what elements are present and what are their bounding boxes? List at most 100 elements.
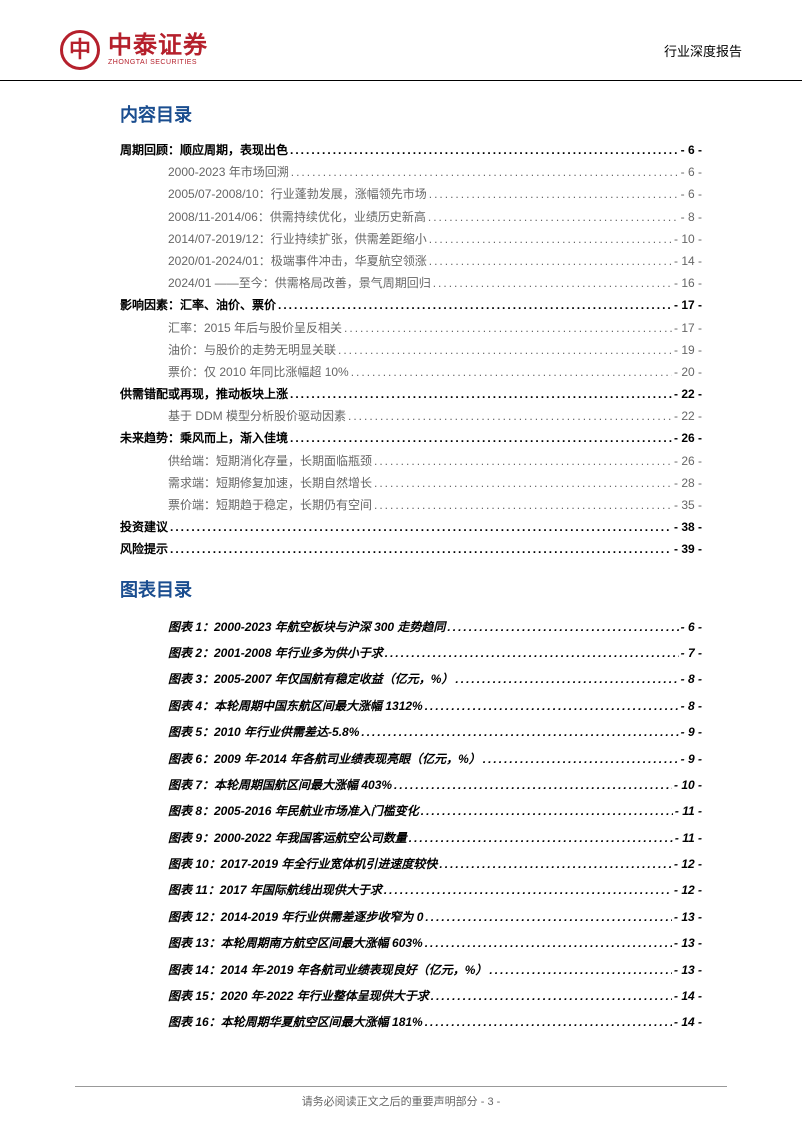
figures-title: 图表目录 xyxy=(120,576,702,602)
figure-entry: 图表 16：本轮周期华夏航空区间最大涨幅 181%- 14 - xyxy=(120,1009,702,1035)
figure-entry: 图表 13：本轮周期南方航空区间最大涨幅 603% - 13 - xyxy=(120,930,702,956)
figure-entry: 图表 3：2005-2007 年仅国航有稳定收益（亿元，%）- 8 - xyxy=(120,666,702,692)
toc-page: - 17 - xyxy=(674,317,702,339)
figure-text: 图表 5：2010 年行业供需差达-5.8% xyxy=(168,719,359,745)
figure-text: 图表 9：2000-2022 年我国客运航空公司数量 xyxy=(168,825,407,851)
figure-dots xyxy=(425,1009,672,1035)
figure-page: - 10 - xyxy=(674,772,702,798)
figure-page: - 7 - xyxy=(681,640,702,666)
figure-text: 图表 11：2017 年国际航线出现供大于求 xyxy=(168,877,382,903)
toc-dots xyxy=(374,450,672,472)
figure-text: 图表 14：2014 年-2019 年各航司业绩表现良好（亿元，%） xyxy=(168,957,487,983)
figure-page: - 9 - xyxy=(681,719,702,745)
toc-page: - 39 - xyxy=(674,538,702,560)
figure-entry: 图表 6：2009 年-2014 年各航司业绩表现亮眼（亿元，%）- 9 - xyxy=(120,746,702,772)
figure-entry: 图表 2：2001-2008 年行业多为供小于求 - 7 - xyxy=(120,640,702,666)
toc-entry: 票价：仅 2010 年同比涨幅超 10% - 20 - xyxy=(120,361,702,383)
toc-entry: 未来趋势：乘风而上，渐入佳境- 26 - xyxy=(120,427,702,449)
toc-dots xyxy=(344,317,672,339)
toc-entry: 供需错配或再现，推动板块上涨- 22 - xyxy=(120,383,702,405)
toc-text: 2014/07-2019/12：行业持续扩张，供需差距缩小 xyxy=(168,228,427,250)
toc-entry: 2024/01 ——至今：供需格局改善，景气周期回归- 16 - xyxy=(120,272,702,294)
toc-entry: 风险提示 - 39 - xyxy=(120,538,702,560)
figure-page: - 12 - xyxy=(674,851,702,877)
toc-text: 2024/01 ——至今：供需格局改善，景气周期回归 xyxy=(168,272,431,294)
toc-page: - 19 - xyxy=(674,339,702,361)
figure-entry: 图表 14：2014 年-2019 年各航司业绩表现良好（亿元，%）- 13 - xyxy=(120,957,702,983)
logo-text: 中泰证券 ZHONGTAI SECURITIES xyxy=(108,33,208,67)
toc-entry: 投资建议- 38 - xyxy=(120,516,702,538)
toc-text: 票价：仅 2010 年同比涨幅超 10% xyxy=(168,361,349,383)
figure-dots xyxy=(455,666,678,692)
toc-dots xyxy=(348,405,672,427)
logo-symbol: 中 xyxy=(69,39,91,61)
page-footer: 请务必阅读正文之后的重要声明部分 - 3 - xyxy=(0,1078,802,1109)
toc-entry: 2014/07-2019/12：行业持续扩张，供需差距缩小- 10 - xyxy=(120,228,702,250)
toc-dots xyxy=(290,383,672,405)
figure-dots xyxy=(425,904,672,930)
toc-dots xyxy=(428,206,679,228)
logo-cn: 中泰证券 xyxy=(108,33,208,59)
figure-page: - 13 - xyxy=(674,930,702,956)
figure-dots xyxy=(361,719,678,745)
toc-title: 内容目录 xyxy=(120,101,702,127)
toc-entry: 2005/07-2008/10：行业蓬勃发展，涨幅领先市场- 6 - xyxy=(120,183,702,205)
figures-container: 图表 1：2000-2023 年航空板块与沪深 300 走势趋同- 6 -图表 … xyxy=(120,614,702,1036)
toc-dots xyxy=(374,472,672,494)
toc-entry: 2000-2023 年市场回溯- 6 - xyxy=(120,161,702,183)
figure-text: 图表 4：本轮周期中国东航区间最大涨幅 1312% xyxy=(168,693,423,719)
figure-page: - 12 - xyxy=(674,877,702,903)
figure-page: - 11 - xyxy=(675,798,702,824)
figure-dots xyxy=(483,746,679,772)
figure-entry: 图表 10：2017-2019 年全行业宽体机引进速度较快 - 12 - xyxy=(120,851,702,877)
footer-line xyxy=(75,1086,727,1087)
figure-page: - 14 - xyxy=(674,983,702,1009)
toc-page: - 6 - xyxy=(681,183,702,205)
figure-page: - 9 - xyxy=(681,746,702,772)
toc-entry: 影响因素：汇率、油价、票价- 17 - xyxy=(120,294,702,316)
figure-entry: 图表 11：2017 年国际航线出现供大于求 - 12 - xyxy=(120,877,702,903)
figure-page: - 11 - xyxy=(675,825,702,851)
toc-entry: 2020/01-2024/01：极端事件冲击，华夏航空领涨- 14 - xyxy=(120,250,702,272)
page-header: 中 中泰证券 ZHONGTAI SECURITIES 行业深度报告 xyxy=(0,0,802,81)
toc-dots xyxy=(374,494,672,516)
figure-entry: 图表 4：本轮周期中国东航区间最大涨幅 1312% - 8 - xyxy=(120,693,702,719)
content-area: 内容目录 周期回顾：顺应周期，表现出色- 6 -2000-2023 年市场回溯-… xyxy=(0,101,802,1036)
toc-dots xyxy=(429,228,672,250)
toc-dots xyxy=(338,339,672,361)
figure-entry: 图表 15：2020 年-2022 年行业整体呈现供大于求- 14 - xyxy=(120,983,702,1009)
logo-area: 中 中泰证券 ZHONGTAI SECURITIES xyxy=(60,30,208,70)
toc-container: 周期回顾：顺应周期，表现出色- 6 -2000-2023 年市场回溯- 6 -2… xyxy=(120,139,702,561)
figure-entry: 图表 5：2010 年行业供需差达-5.8% - 9 - xyxy=(120,719,702,745)
toc-entry: 油价：与股价的走势无明显关联- 19 - xyxy=(120,339,702,361)
toc-page: - 14 - xyxy=(674,250,702,272)
toc-page: - 20 - xyxy=(674,361,702,383)
figure-page: - 8 - xyxy=(681,693,702,719)
toc-text: 风险提示 xyxy=(120,538,168,560)
figure-dots xyxy=(425,930,672,956)
toc-text: 汇率：2015 年后与股价呈反相关 xyxy=(168,317,342,339)
toc-entry: 基于 DDM 模型分析股价驱动因素- 22 - xyxy=(120,405,702,427)
toc-dots xyxy=(429,250,672,272)
toc-entry: 周期回顾：顺应周期，表现出色- 6 - xyxy=(120,139,702,161)
figure-dots xyxy=(384,877,672,903)
toc-text: 需求端：短期修复加速，长期自然增长 xyxy=(168,472,372,494)
toc-dots xyxy=(170,538,672,560)
figure-text: 图表 13：本轮周期南方航空区间最大涨幅 603% xyxy=(168,930,423,956)
toc-page: - 22 - xyxy=(674,405,702,427)
toc-dots xyxy=(170,516,672,538)
figure-text: 图表 10：2017-2019 年全行业宽体机引进速度较快 xyxy=(168,851,437,877)
toc-text: 供需错配或再现，推动板块上涨 xyxy=(120,383,288,405)
logo-en: ZHONGTAI SECURITIES xyxy=(108,59,208,67)
toc-dots xyxy=(351,361,672,383)
toc-dots xyxy=(290,427,672,449)
figure-dots xyxy=(439,851,672,877)
figure-text: 图表 8：2005-2016 年民航业市场准入门槛变化 xyxy=(168,798,419,824)
toc-entry: 2008/11-2014/06：供需持续优化，业绩历史新高- 8 - xyxy=(120,206,702,228)
figure-dots xyxy=(394,772,672,798)
figure-text: 图表 2：2001-2008 年行业多为供小于求 xyxy=(168,640,383,666)
figure-entry: 图表 12：2014-2019 年行业供需差逐步收窄为 0- 13 - xyxy=(120,904,702,930)
figure-page: - 6 - xyxy=(681,614,702,640)
toc-text: 2008/11-2014/06：供需持续优化，业绩历史新高 xyxy=(168,206,426,228)
figure-dots xyxy=(425,693,679,719)
